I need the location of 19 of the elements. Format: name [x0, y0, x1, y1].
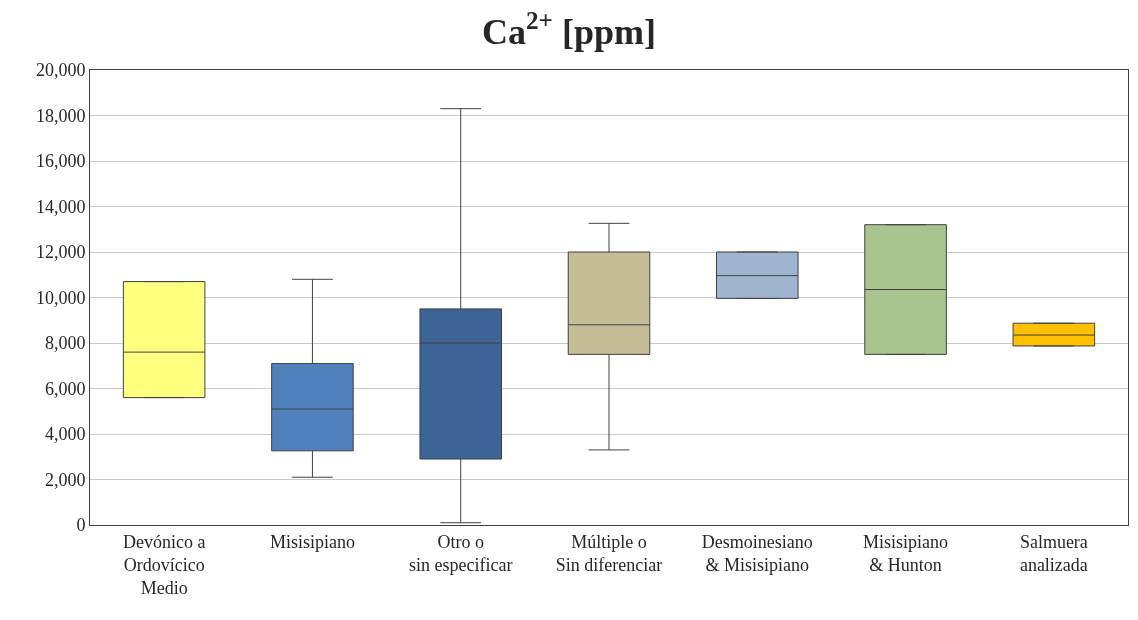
y-tick-label: 10,000	[35, 287, 86, 308]
y-tick-label: 2,000	[44, 469, 86, 490]
y-tick-label: 8,000	[44, 333, 86, 354]
y-tick-label: 4,000	[44, 424, 86, 445]
chart-title: Ca$^{2+}$ [ppm]	[482, 6, 656, 52]
x-tick-label: Misisipiano & Hunton	[863, 531, 949, 575]
y-tick-label: 20,000	[35, 60, 86, 81]
y-tick-label: 14,000	[35, 196, 86, 217]
y-tick-label: 16,000	[35, 151, 86, 172]
x-tick-label: Salmuera analizada	[1019, 531, 1088, 575]
x-tick-label: Múltiple o Sin diferenciar	[555, 531, 663, 575]
y-tick-label: 6,000	[44, 378, 86, 399]
y-tick-label: 0	[76, 515, 86, 536]
y-tick-label: 12,000	[35, 242, 86, 263]
y-tick-label: 18,000	[35, 105, 86, 126]
x-tick-label: Misisipiano	[269, 531, 355, 552]
x-tick-label: Otro o sin especificar	[408, 531, 513, 575]
x-tick-label: Desmoinesiano & Misisipiano	[701, 531, 813, 575]
x-tick-label: Devónico a Ordovícico Medio	[122, 531, 206, 599]
